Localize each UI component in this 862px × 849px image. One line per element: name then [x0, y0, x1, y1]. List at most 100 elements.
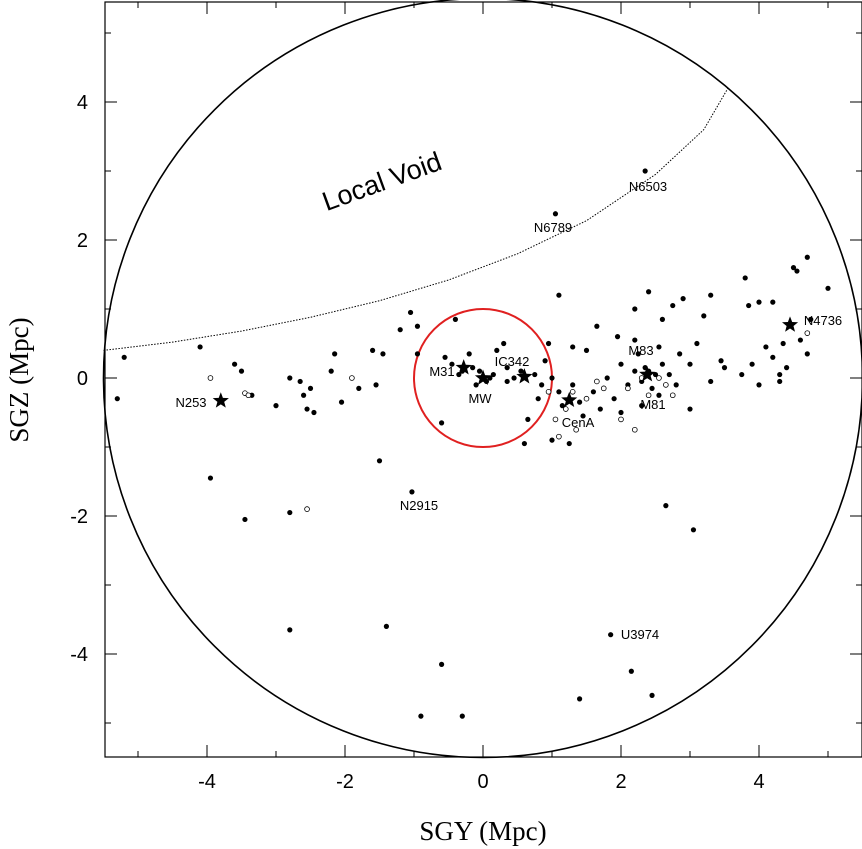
galaxy-point: [556, 389, 562, 395]
x-tick-label: 2: [615, 771, 626, 793]
galaxy-point: [409, 489, 415, 495]
galaxy-point: [608, 632, 614, 638]
galaxy-open-point: [552, 416, 559, 423]
x-axis-title: SGY (Mpc): [419, 816, 546, 846]
galaxy-point: [232, 361, 238, 367]
annotation-n2915: N2915: [400, 498, 438, 513]
galaxy-star-marker: [455, 359, 472, 375]
galaxy-point: [373, 382, 379, 388]
galaxy-point: [521, 440, 528, 447]
galaxy-open-point: [600, 385, 607, 392]
galaxy-point: [708, 378, 714, 385]
galaxy-point: [287, 375, 293, 381]
galaxy-open-point: [804, 330, 811, 336]
y-tick-label: -2: [70, 506, 88, 528]
galaxy-point: [777, 378, 783, 385]
galaxy-open-point: [573, 426, 579, 433]
galaxy-open-point: [304, 506, 310, 512]
galaxy-point: [577, 696, 583, 702]
galaxy-point: [383, 623, 389, 630]
galaxy-point: [370, 347, 376, 353]
galaxy-point: [407, 309, 414, 316]
galaxy-point: [121, 354, 127, 360]
galaxy-point: [197, 344, 203, 350]
boundary-circle: [102, 0, 862, 759]
galaxy-point: [794, 268, 800, 274]
galaxy-point: [376, 458, 383, 464]
galaxy-star-marker: [516, 368, 533, 384]
ticks-layer: -4 -2 0 2 4 -4 -2 0 2 4: [70, 2, 862, 793]
galaxy-point: [708, 292, 714, 298]
galaxy-point: [476, 368, 483, 374]
galaxy-point: [332, 351, 338, 357]
galaxy-point: [570, 382, 576, 388]
galaxy-point: [511, 375, 517, 381]
galaxy-point: [618, 409, 624, 416]
galaxy-point: [307, 385, 314, 391]
galaxy-point: [559, 403, 565, 409]
galaxy-point: [490, 371, 496, 378]
galaxy-point: [639, 403, 645, 409]
galaxy-point: [770, 354, 776, 360]
galaxy-point: [770, 299, 776, 305]
galaxy-point: [552, 211, 559, 217]
galaxy-point: [473, 382, 479, 388]
galaxy-point: [414, 351, 421, 357]
galaxy-point: [632, 337, 638, 343]
galaxy-point: [614, 334, 621, 340]
galaxy-open-point: [545, 388, 552, 395]
galaxy-point: [532, 371, 538, 378]
x-tick-label: 4: [753, 771, 764, 793]
galaxy-point: [646, 289, 652, 295]
galaxy-point: [459, 713, 465, 719]
galaxy-point: [301, 392, 307, 398]
galaxy-point: [649, 385, 655, 391]
galaxy-point: [749, 361, 755, 367]
galaxy-open-point: [207, 375, 214, 381]
annotation-m83: M83: [628, 343, 653, 358]
annotation-n4736: N4736: [804, 313, 842, 328]
galaxy-point: [494, 347, 500, 353]
galaxy-open-point: [631, 426, 638, 433]
galaxy-point: [632, 306, 638, 312]
y-tick-label: 2: [77, 230, 88, 252]
galaxy-point: [439, 661, 445, 667]
galaxy-star-marker: [212, 392, 229, 408]
galaxy-open-point: [556, 433, 562, 440]
galaxy-point: [756, 299, 762, 305]
galaxy-point: [780, 340, 786, 347]
galaxy-open-point: [562, 406, 569, 412]
annotation-cena: CenA: [562, 415, 595, 430]
galaxy-point: [687, 361, 693, 367]
galaxy-point: [207, 475, 214, 481]
galaxy-point: [287, 627, 293, 633]
galaxy-point: [659, 316, 666, 322]
annotation-ic342: IC342: [495, 354, 530, 369]
annotation-n6503: N6503: [629, 179, 667, 194]
galaxy-point: [549, 437, 555, 443]
annotation-u3974: U3974: [621, 627, 659, 642]
galaxy-point: [663, 503, 669, 509]
galaxy-point: [590, 389, 597, 395]
galaxy-open-point: [349, 375, 355, 381]
galaxy-point: [414, 323, 421, 329]
galaxy-point: [297, 378, 303, 385]
galaxy-point: [525, 416, 531, 422]
galaxy-point: [545, 340, 552, 347]
galaxy-point: [701, 313, 707, 319]
galaxy-open-point: [656, 375, 662, 381]
annotation-local-void: Local Void: [318, 146, 445, 217]
galaxy-point: [635, 351, 641, 357]
galaxy-star-marker: [561, 391, 578, 407]
galaxy-point: [670, 302, 676, 309]
galaxy-point: [452, 316, 458, 322]
galaxy-open-point: [245, 392, 252, 399]
galaxy-point: [604, 375, 610, 381]
galaxy-point: [656, 392, 662, 398]
galaxy-point: [680, 296, 686, 302]
galaxy-point: [694, 340, 700, 347]
galaxy-point: [687, 406, 693, 412]
galaxy-point: [763, 344, 769, 350]
galaxy-point: [721, 365, 728, 371]
